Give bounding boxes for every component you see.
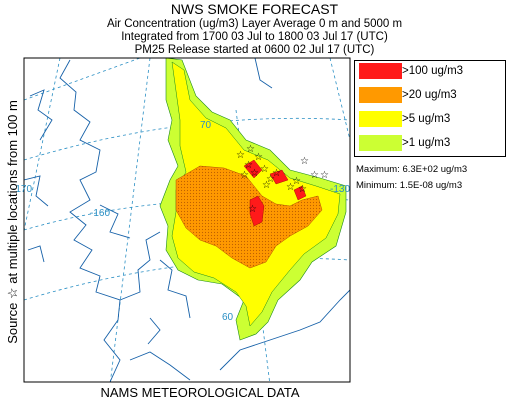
legend: >100 ug/m3 >20 ug/m3 >5 ug/m3 >1 ug/m3	[354, 60, 506, 157]
coastline	[24, 58, 350, 382]
legend-label: >100 ug/m3	[402, 65, 464, 77]
source-label: Source ☆ at multiple locations from 100 …	[5, 100, 20, 344]
subtitle-integration: Integrated from 1700 03 Jul to 1800 03 J…	[121, 31, 388, 43]
svg-text:☆: ☆	[244, 160, 253, 171]
svg-text:☆: ☆	[262, 180, 271, 191]
svg-text:☆: ☆	[286, 182, 295, 193]
svg-text:☆: ☆	[236, 150, 245, 161]
legend-label: >1 ug/m3	[402, 137, 451, 149]
svg-text:☆: ☆	[272, 168, 281, 179]
svg-text:☆: ☆	[240, 170, 249, 181]
legend-item: >20 ug/m3	[359, 87, 503, 103]
chart-title: NWS SMOKE FORECAST	[170, 1, 339, 17]
svg-text:☆: ☆	[260, 164, 269, 175]
maximum-value: Maximum: 6.3E+02 ug/m3	[356, 164, 468, 175]
legend-swatch	[359, 111, 402, 127]
legend-swatch	[359, 63, 402, 79]
lat-label-60: 60	[222, 312, 234, 323]
smoke-plume	[159, 58, 347, 341]
legend-item: >5 ug/m3	[359, 111, 503, 127]
svg-text:☆: ☆	[320, 170, 329, 181]
svg-text:☆: ☆	[298, 184, 307, 195]
lon-label-170: -170	[12, 184, 32, 195]
legend-label: >20 ug/m3	[402, 89, 457, 101]
svg-text:☆: ☆	[246, 144, 255, 155]
legend-label: >5 ug/m3	[402, 113, 451, 125]
lat-label-70: 70	[200, 120, 212, 131]
legend-item: >100 ug/m3	[359, 63, 503, 79]
subtitle-release: PM25 Release started at 0600 02 Jul 17 (…	[134, 44, 375, 56]
svg-text:☆: ☆	[310, 170, 319, 181]
svg-text:☆: ☆	[248, 204, 257, 215]
svg-text:☆: ☆	[266, 174, 275, 185]
legend-swatch	[359, 135, 402, 151]
lon-label-130: -130	[330, 184, 350, 195]
source-markers: ☆☆☆ ☆☆ ☆ ☆ ☆☆ ☆☆☆ ☆☆ ☆ ☆☆	[236, 144, 329, 215]
legend-swatch	[359, 87, 402, 103]
svg-text:☆: ☆	[250, 168, 259, 179]
minimum-value: Minimum: 1.5E-08 ug/m3	[356, 180, 463, 191]
svg-text:☆: ☆	[254, 152, 263, 163]
lon-label-160: -160	[90, 208, 110, 219]
svg-text:☆: ☆	[300, 156, 309, 167]
svg-text:☆: ☆	[292, 176, 301, 187]
met-data-label: NAMS METEOROLOGICAL DATA	[100, 385, 300, 400]
map-frame	[23, 57, 351, 383]
legend-item: >1 ug/m3	[359, 135, 503, 151]
subtitle-layer: Air Concentration (ug/m3) Layer Average …	[106, 18, 403, 30]
